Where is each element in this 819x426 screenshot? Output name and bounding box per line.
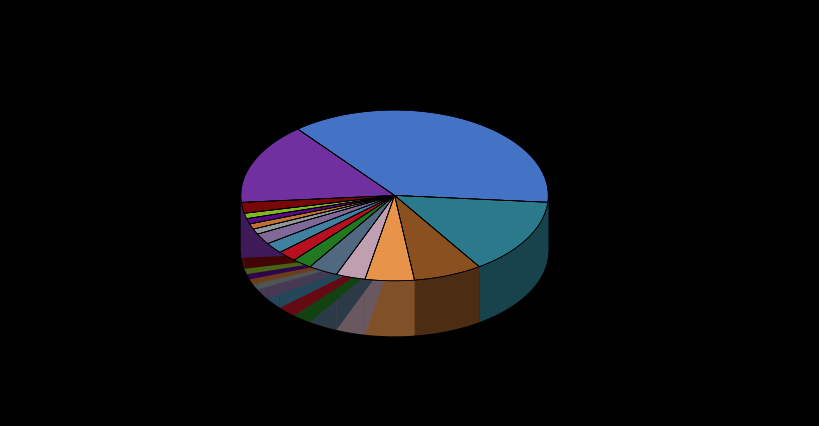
Polygon shape (242, 196, 395, 258)
Polygon shape (253, 196, 395, 285)
Polygon shape (241, 196, 395, 252)
Polygon shape (294, 196, 395, 267)
Polygon shape (337, 275, 365, 335)
Polygon shape (280, 196, 395, 308)
Polygon shape (268, 196, 395, 299)
Polygon shape (241, 130, 395, 203)
Polygon shape (294, 196, 395, 316)
Polygon shape (253, 196, 395, 235)
Polygon shape (337, 196, 395, 330)
Polygon shape (247, 219, 250, 280)
Polygon shape (395, 196, 414, 336)
Polygon shape (395, 196, 479, 322)
Polygon shape (250, 196, 395, 280)
Polygon shape (244, 196, 395, 269)
Polygon shape (244, 196, 395, 269)
Polygon shape (365, 196, 395, 335)
Polygon shape (298, 111, 548, 203)
Polygon shape (253, 230, 257, 290)
Polygon shape (414, 267, 479, 336)
Polygon shape (280, 253, 294, 316)
Polygon shape (242, 196, 395, 214)
Polygon shape (257, 196, 395, 290)
Polygon shape (310, 196, 395, 322)
Polygon shape (395, 196, 479, 280)
Polygon shape (280, 196, 395, 308)
Polygon shape (244, 214, 247, 274)
Polygon shape (247, 196, 395, 274)
Polygon shape (365, 196, 395, 335)
Polygon shape (253, 196, 395, 285)
Polygon shape (310, 267, 337, 330)
Polygon shape (395, 196, 548, 252)
Polygon shape (294, 260, 310, 322)
Polygon shape (250, 225, 253, 285)
Polygon shape (395, 196, 548, 267)
Polygon shape (365, 279, 414, 337)
Polygon shape (310, 196, 395, 275)
Polygon shape (257, 196, 395, 244)
Polygon shape (244, 196, 395, 219)
Polygon shape (395, 196, 548, 258)
Polygon shape (395, 196, 548, 258)
Polygon shape (395, 196, 414, 336)
Polygon shape (250, 196, 395, 280)
Polygon shape (268, 244, 280, 308)
Polygon shape (395, 196, 479, 322)
Polygon shape (294, 196, 395, 316)
Polygon shape (268, 196, 395, 253)
Polygon shape (479, 203, 548, 322)
Polygon shape (365, 196, 414, 281)
Polygon shape (257, 196, 395, 290)
Polygon shape (337, 196, 395, 279)
Polygon shape (268, 196, 395, 299)
Polygon shape (247, 196, 395, 274)
Polygon shape (242, 203, 244, 269)
Polygon shape (310, 196, 395, 322)
Polygon shape (280, 196, 395, 260)
Polygon shape (257, 235, 268, 299)
Polygon shape (337, 196, 395, 330)
Polygon shape (250, 196, 395, 230)
Polygon shape (247, 196, 395, 225)
Polygon shape (242, 196, 395, 258)
